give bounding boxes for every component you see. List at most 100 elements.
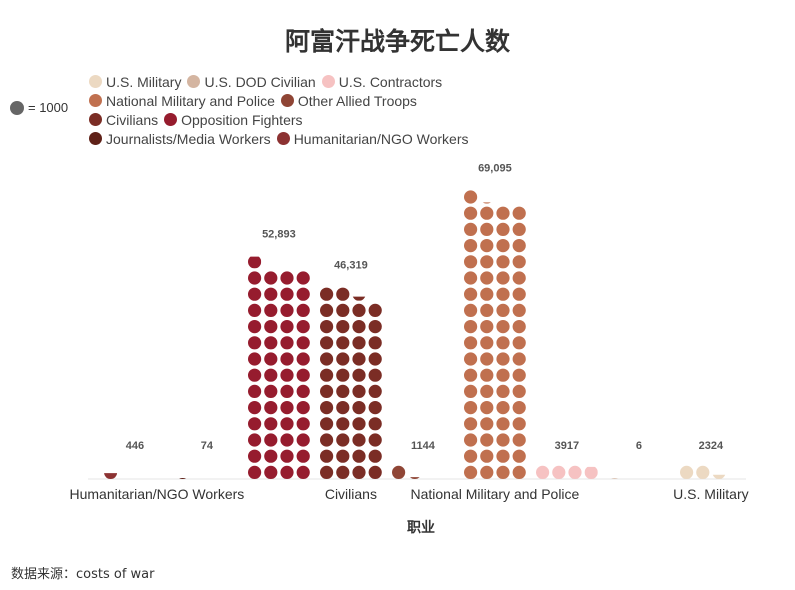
value-label: 74	[201, 440, 214, 452]
legend-label: Journalists/Media Workers	[106, 130, 271, 147]
legend-row: Civilians Opposition Fighters	[89, 110, 529, 129]
waffle-dot	[352, 352, 366, 366]
waffle-dot	[280, 465, 294, 479]
waffle-partial-dot	[352, 296, 366, 301]
legend-item: U.S. Military	[89, 74, 181, 90]
waffle-dot	[464, 433, 478, 447]
waffle-dot	[368, 465, 382, 479]
waffle-dot	[464, 255, 478, 269]
waffle-dot	[336, 433, 350, 447]
waffle-dot	[480, 287, 494, 301]
waffle-partial-dot	[410, 477, 420, 479]
waffle-partial-dot	[611, 478, 618, 479]
waffle-dot	[336, 287, 350, 301]
waffle-dot	[352, 401, 366, 415]
waffle-dot	[264, 320, 278, 334]
waffle-dot	[464, 417, 478, 431]
legend-swatch-icon	[276, 132, 290, 145]
waffle-dot	[464, 401, 478, 415]
waffle-dot	[296, 417, 310, 431]
waffle-dot	[512, 320, 526, 334]
waffle-dot	[512, 255, 526, 269]
waffle-dot	[368, 352, 382, 366]
waffle-dot	[464, 222, 478, 236]
scale-dot-icon	[10, 100, 24, 115]
waffle-dot	[496, 449, 510, 463]
waffle-dot	[480, 206, 494, 220]
waffle-dot	[368, 320, 382, 334]
waffle-dot	[296, 433, 310, 447]
waffle-dot	[336, 352, 350, 366]
waffle-dot	[480, 303, 494, 317]
value-label: 1144	[411, 440, 436, 452]
waffle-dot	[296, 320, 310, 334]
legend-label: Other Allied Troops	[297, 92, 417, 109]
waffle-dot	[336, 336, 350, 350]
waffle-dot	[480, 320, 494, 334]
scale-label: = 1000	[28, 100, 69, 115]
waffle-dot	[320, 320, 334, 334]
waffle-dot	[496, 206, 510, 220]
waffle-dot	[496, 352, 510, 366]
waffle-dot	[320, 287, 334, 301]
scale-key: = 1000	[10, 100, 68, 115]
waffle-series	[179, 478, 187, 479]
waffle-dot	[248, 352, 262, 366]
waffle-dot	[336, 368, 350, 382]
waffle-dot	[352, 303, 366, 317]
waffle-dot	[296, 401, 310, 415]
waffle-dot	[352, 368, 366, 382]
waffle-dot	[352, 449, 366, 463]
waffle-dot	[496, 368, 510, 382]
legend-label: U.S. Military	[106, 73, 182, 90]
waffle-dot	[320, 465, 334, 479]
waffle-dot	[480, 222, 494, 236]
waffle-series	[104, 473, 118, 479]
waffle-dot	[368, 384, 382, 398]
x-tick-label: National Military and Police	[410, 486, 579, 502]
waffle-dot	[496, 336, 510, 350]
legend-swatch-icon	[89, 113, 102, 126]
legend-row: National Military and Police Other Allied…	[89, 91, 529, 110]
waffle-dot	[320, 303, 334, 317]
waffle-dot	[464, 465, 478, 479]
waffle-dot	[280, 433, 294, 447]
waffle-dot	[496, 417, 510, 431]
waffle-dot	[480, 255, 494, 269]
legend-row: Journalists/Media Workers Humanitarian/NG…	[89, 129, 529, 148]
waffle-dot	[464, 336, 478, 350]
waffle-dot	[464, 287, 478, 301]
legend-item: Humanitarian/NGO Workers	[276, 130, 469, 147]
waffle-dot	[248, 465, 262, 479]
waffle-dot	[352, 384, 366, 398]
waffle-dot	[280, 320, 294, 334]
legend-swatch-icon	[89, 132, 102, 145]
legend-row: U.S. Military U.S. DOD Civilian U.S. Contr…	[89, 72, 529, 91]
waffle-partial-dot	[584, 466, 598, 479]
waffle-dot	[496, 271, 510, 285]
waffle-dot	[480, 271, 494, 285]
waffle-dot	[248, 303, 262, 317]
waffle-dot	[248, 401, 262, 415]
waffle-dot	[368, 433, 382, 447]
waffle-dot	[464, 271, 478, 285]
waffle-dot	[248, 320, 262, 334]
waffle-dot	[496, 433, 510, 447]
waffle-dot	[480, 401, 494, 415]
waffle-dot	[336, 303, 350, 317]
waffle-dot	[320, 336, 334, 350]
waffle-dot	[496, 384, 510, 398]
legend-label: Civilians	[106, 111, 159, 128]
legend-swatch-icon	[280, 94, 294, 107]
waffle-dot	[480, 352, 494, 366]
waffle-dot	[496, 303, 510, 317]
value-label: 46,319	[334, 260, 368, 272]
chart-title: 阿富汗战争死亡人数	[284, 27, 510, 56]
waffle-dot	[336, 320, 350, 334]
legend-label: National Military and Police	[106, 92, 275, 109]
legend-label: Humanitarian/NGO Workers	[293, 130, 469, 147]
waffle-dot	[264, 352, 278, 366]
waffle-dot	[464, 384, 478, 398]
waffle-dot	[296, 449, 310, 463]
waffle-dot	[480, 417, 494, 431]
